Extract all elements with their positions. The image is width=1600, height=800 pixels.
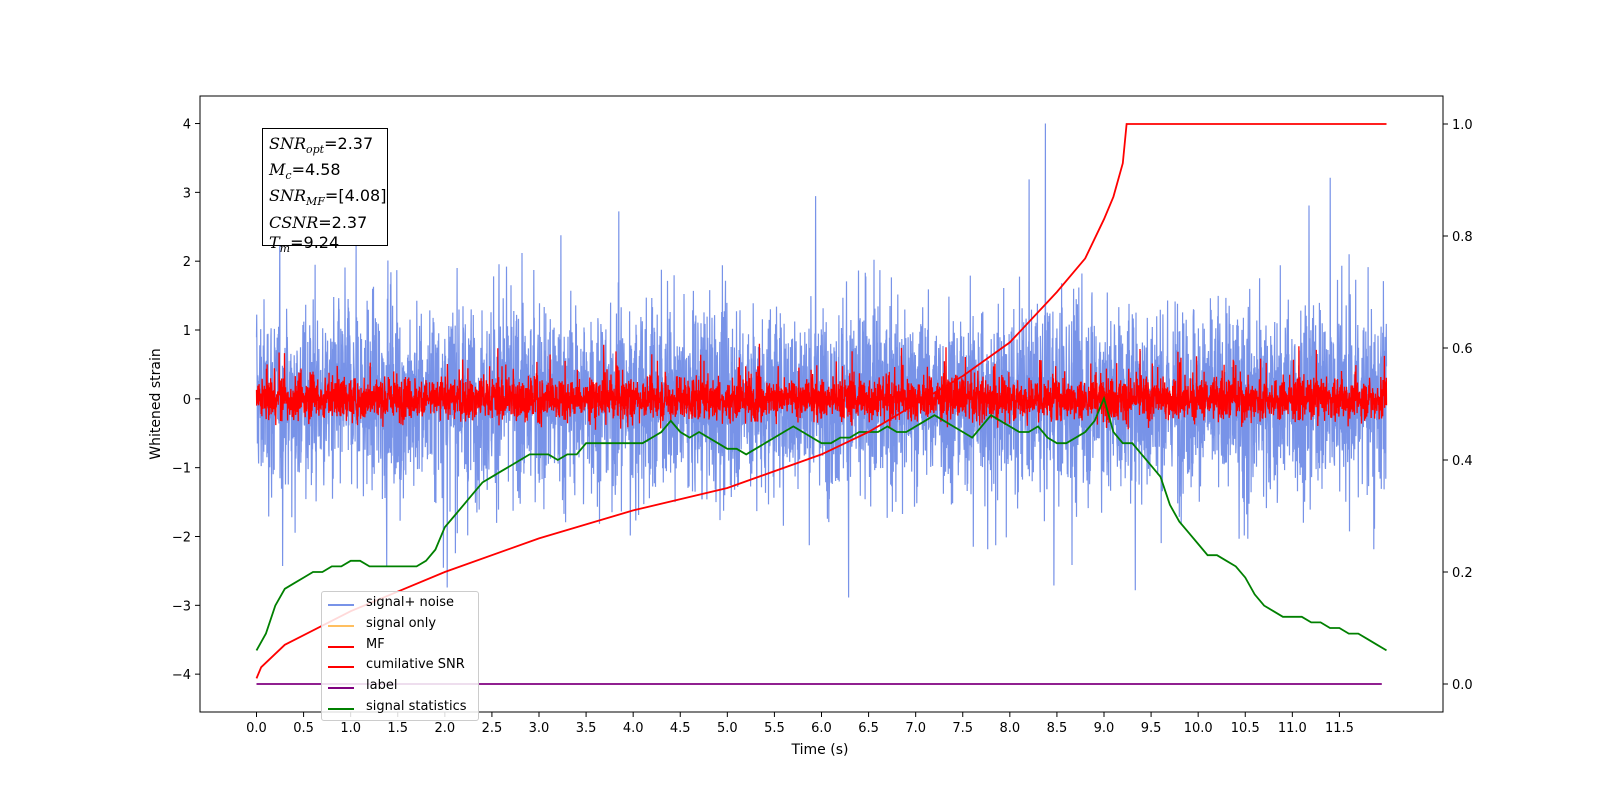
legend-swatch [328, 604, 354, 606]
left-y-tick-label: 2 [183, 255, 191, 270]
x-tick-label: 11.5 [1325, 721, 1354, 736]
left-y-tick-label: −4 [172, 668, 191, 683]
legend-item-cumulative-snr: cumilative SNR [322, 656, 478, 677]
legend-swatch [328, 624, 354, 627]
x-tick-label: 3.5 [576, 721, 597, 736]
mf-series [255, 343, 1388, 430]
legend-item-signal-statistics: signal statistics [322, 698, 478, 719]
x-tick-label: 10.0 [1184, 721, 1213, 736]
right-y-tick-label: 1.0 [1452, 118, 1473, 133]
legend-item-signal-noise: signal+ noise [322, 594, 478, 615]
x-tick-label: 4.0 [623, 721, 644, 736]
right-y-tick-label: 0.2 [1452, 566, 1473, 581]
right-y-axis: 1.0 0.8 0.6 0.4 0.2 0.0 [1443, 118, 1473, 693]
x-tick-label: 0.0 [246, 721, 267, 736]
x-tick-label: 6.5 [858, 721, 879, 736]
legend-swatch [328, 687, 354, 690]
x-tick-label: 7.5 [952, 721, 973, 736]
x-tick-label: 5.0 [717, 721, 738, 736]
left-y-axis: 4 3 2 1 0 −1 −2 −3 −4 [172, 118, 200, 683]
snr-opt-annotation: SNRopt=2.37 [269, 134, 374, 157]
legend-item-mf: MF [322, 636, 478, 657]
left-y-tick-label: 0 [183, 393, 191, 408]
series-mf [255, 343, 1388, 430]
x-tick-label: 6.0 [811, 721, 832, 736]
left-y-tick-label: −2 [172, 530, 191, 545]
legend-swatch [328, 666, 354, 669]
left-y-tick-label: −3 [172, 599, 191, 614]
x-tick-label: 8.5 [1047, 721, 1068, 736]
x-tick-label: 5.5 [764, 721, 785, 736]
right-y-tick-label: 0.4 [1452, 454, 1473, 469]
x-tick-label: 10.5 [1231, 721, 1260, 736]
left-y-tick-label: 1 [183, 324, 191, 339]
x-tick-label: 9.5 [1141, 721, 1162, 736]
legend: signal+ noise signal only MF cumilative … [321, 591, 479, 721]
x-tick-label: 4.5 [670, 721, 691, 736]
x-tick-label: 9.0 [1094, 721, 1115, 736]
csnr-annotation: CSNR=2.37 [269, 212, 368, 232]
x-tick-label: 11.0 [1278, 721, 1307, 736]
legend-item-label: label [322, 677, 478, 698]
series-signal-statistics [255, 395, 1387, 652]
legend-swatch [328, 645, 354, 648]
legend-item-signal-only: signal only [322, 615, 478, 636]
right-y-tick-label: 0.8 [1452, 230, 1473, 245]
left-y-tick-label: −1 [172, 462, 191, 477]
x-tick-label: 7.0 [905, 721, 926, 736]
annotation-box: SNRopt=2.37 Mc=4.58 SNRMF=[4.08] CSNR=2.… [262, 128, 388, 255]
snr-mf-annotation: SNRMF=[4.08] [269, 186, 387, 209]
y-axis-label: Whitened strain [148, 348, 164, 459]
chirp-mass-annotation: Mc=4.58 [269, 160, 341, 183]
x-tick-label: 1.5 [387, 721, 408, 736]
x-axis-label: Time (s) [791, 742, 849, 758]
legend-swatch [328, 707, 354, 710]
right-y-tick-label: 0.0 [1452, 678, 1473, 693]
x-tick-label: 2.5 [482, 721, 503, 736]
left-y-tick-label: 4 [183, 118, 191, 133]
x-tick-label: 8.0 [999, 721, 1020, 736]
x-tick-label: 0.5 [293, 721, 314, 736]
tm-annotation: Tm=9.24 [269, 232, 340, 255]
x-tick-label: 3.0 [529, 721, 550, 736]
left-y-tick-label: 3 [183, 186, 191, 201]
x-tick-label: 1.0 [340, 721, 361, 736]
right-y-tick-label: 0.6 [1452, 342, 1473, 357]
x-tick-label: 2.0 [434, 721, 455, 736]
x-axis: 0.0 0.5 1.0 1.5 2.0 2.5 3.0 3.5 4.0 4.5 5.0 5.5 6.0 6… [246, 712, 1354, 736]
